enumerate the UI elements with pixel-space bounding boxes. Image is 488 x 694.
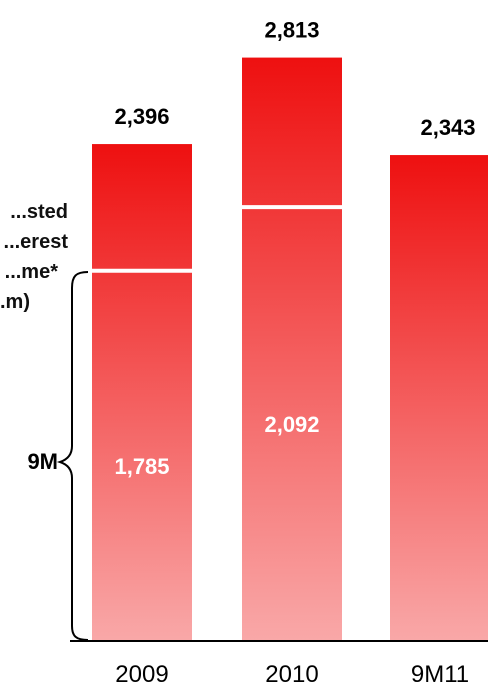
nine-month-markers (92, 205, 342, 273)
y-axis-label: ...sted ...erest ...me* ...m) (0, 201, 68, 313)
nine-month-brace (56, 271, 89, 641)
x-tick-2010: 2010 (265, 661, 318, 688)
data-labels: 2,396 1,785 2,813 2,092 2,343 (114, 18, 475, 479)
x-tick-2009: 2009 (115, 661, 168, 688)
y-axis-label-line-3: ...me* (5, 261, 59, 283)
nine-month-label-2009: 1,785 (114, 454, 169, 479)
x-tick-9M11: 9M11 (411, 661, 469, 688)
total-label-9M11: 2,343 (420, 115, 475, 140)
bar-9M11 (390, 155, 488, 641)
total-label-2009: 2,396 (114, 104, 169, 129)
bar-2009 (92, 144, 192, 642)
brace-label: 9M (27, 449, 58, 474)
y-axis-label-line-2: ...erest (4, 231, 69, 253)
nine-month-label-2010: 2,092 (264, 412, 319, 437)
total-label-2010: 2,813 (264, 18, 319, 43)
y-axis-label-line-4: ...m) (0, 291, 30, 313)
bar-2010 (242, 57, 342, 641)
bars (92, 57, 488, 642)
x-axis-ticks: 2009 2010 9M11 (115, 661, 469, 688)
y-axis-label-line-1: ...sted (10, 201, 68, 223)
